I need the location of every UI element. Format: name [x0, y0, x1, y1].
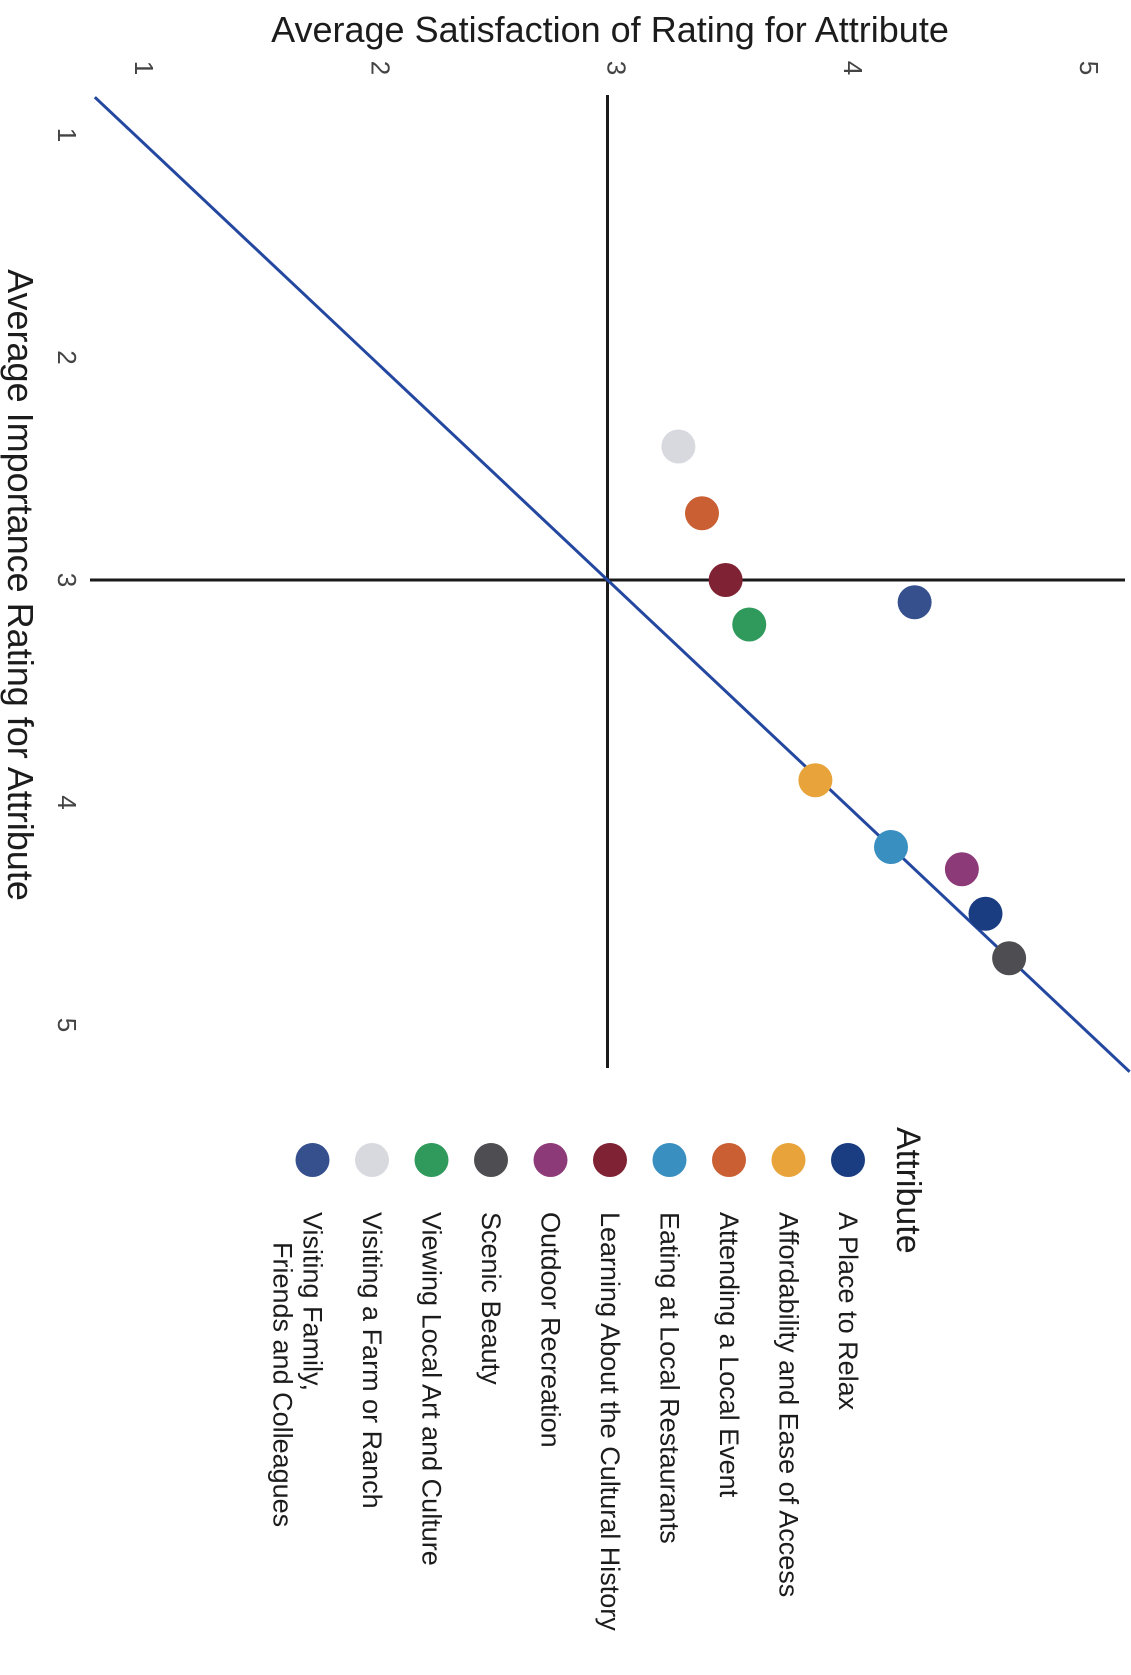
data-point-8	[732, 607, 767, 642]
x-axis-title: Average Satisfaction of Rating for Attri…	[271, 9, 949, 50]
x-tick-label: 4	[838, 61, 868, 75]
y-tick-label: 5	[52, 1018, 82, 1032]
legend-swatch-2	[771, 1143, 806, 1177]
legend-swatch-8	[414, 1143, 449, 1177]
legend-title: Attribute	[889, 1127, 927, 1254]
legend-swatch-5	[593, 1143, 627, 1177]
legend-swatch-10	[295, 1143, 330, 1177]
y-tick-label: 1	[52, 128, 82, 142]
legend-label-3: Attending a Local Event	[714, 1212, 744, 1498]
plot-area	[90, 95, 1131, 1073]
legend-label-6: Outdoor Recreation	[536, 1212, 566, 1448]
data-point-3	[685, 496, 719, 531]
legend-label-2: Affordability and Ease of Access	[774, 1212, 804, 1597]
legend-label-4: Eating at Local Restaurants	[655, 1212, 685, 1544]
data-point-5	[708, 563, 743, 597]
data-point-6	[944, 852, 979, 887]
data-point-10	[897, 585, 932, 620]
data-point-4	[874, 830, 908, 864]
data-point-9	[661, 429, 696, 464]
y-tick-label: 3	[52, 573, 82, 587]
legend-swatch-9	[355, 1143, 389, 1177]
data-point-1	[968, 896, 1003, 931]
legend-label-5: Learning About the Cultural History	[595, 1212, 625, 1631]
legend-swatch-3	[712, 1143, 746, 1177]
legend-label-9: Visiting a Farm or Ranch	[357, 1212, 387, 1509]
legend-swatch-4	[652, 1143, 687, 1177]
x-tick-label: 5	[1074, 61, 1104, 75]
legend-swatch-6	[533, 1143, 568, 1177]
legend-swatch-7	[474, 1143, 508, 1177]
x-tick-label: 3	[602, 61, 632, 75]
legend-label-7: Scenic Beauty	[476, 1212, 506, 1385]
diagonal-reference-line	[93, 96, 1131, 1073]
y-axis-title: Average Importance Rating for Attribute	[0, 269, 41, 901]
x-tick-label: 1	[129, 61, 159, 75]
data-point-7	[992, 941, 1027, 976]
x-tick-label: 2	[365, 61, 395, 75]
chart-text: 1 2 3 4 5 1 2 3 4 5 Average Satisfaction of Rating…	[0, 9, 1104, 1032]
legend-label-10: Visiting Family,Friends and Colleagues	[268, 1212, 328, 1527]
legend-swatch-1	[831, 1143, 865, 1177]
data-point-2	[798, 763, 833, 798]
legend-label-8: Viewing Local Art and Culture	[417, 1212, 447, 1566]
legend: Attribute A Place to Relax Affordability a…	[268, 1127, 928, 1631]
y-tick-label: 2	[52, 350, 82, 364]
legend-label-1: A Place to Relax	[833, 1212, 863, 1411]
y-tick-label: 4	[52, 795, 82, 809]
